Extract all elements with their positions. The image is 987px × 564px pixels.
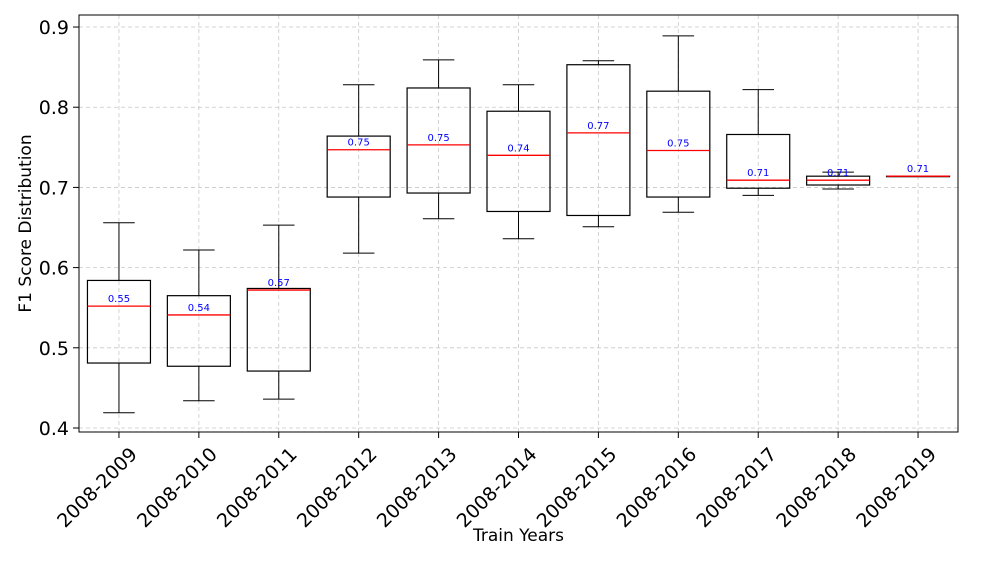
x-tick-label: 2008-2010 [133, 443, 222, 532]
median-value-label: 0.55 [108, 294, 130, 305]
median-value-label: 0.75 [667, 139, 689, 150]
y-tick-label: 0.7 [39, 177, 69, 199]
box-iqr [486, 110, 551, 213]
box-iqr [326, 135, 391, 198]
box-2008-2016: 0.75 [646, 35, 711, 213]
box-iqr [726, 133, 791, 189]
x-tick-label: 2008-2019 [852, 443, 941, 532]
x-tick-label: 2008-2018 [772, 443, 861, 532]
box-iqr [246, 287, 311, 372]
box-iqr [86, 279, 152, 364]
box-2008-2014: 0.74 [486, 84, 551, 240]
x-axis-label: Train Years [472, 526, 564, 546]
box-iqr [406, 87, 471, 194]
box-2008-2013: 0.75 [406, 59, 471, 220]
x-tick-label: 2008-2014 [453, 443, 542, 532]
y-axis: 0.4 0.5 0.6 0.7 0.8 0.9 [39, 17, 79, 440]
median-value-label: 0.71 [747, 168, 769, 179]
y-tick-label: 0.4 [39, 418, 69, 440]
median-value-label: 0.71 [907, 164, 929, 175]
box-2008-2015: 0.77 [566, 60, 631, 228]
box-2008-2012: 0.75 [326, 84, 391, 254]
x-tick-label: 2008-2012 [293, 443, 382, 532]
y-tick-label: 0.9 [39, 17, 69, 39]
y-tick-label: 0.5 [39, 338, 69, 360]
box-iqr [646, 90, 711, 198]
box-2008-2017: 0.71 [726, 89, 791, 196]
median-value-label: 0.75 [348, 138, 370, 149]
box-2008-2018: 0.71 [806, 168, 871, 190]
median-value-label: 0.57 [268, 278, 290, 289]
x-tick-label: 2008-2015 [533, 443, 622, 532]
box-iqr [166, 295, 231, 367]
median-value-label: 0.71 [827, 168, 849, 179]
box-iqr [566, 64, 631, 217]
box-2008-2019: 0.71 [885, 164, 951, 178]
y-tick-label: 0.6 [39, 258, 69, 280]
x-tick-label: 2008-2017 [692, 443, 781, 532]
y-axis-label: F1 Score Distribution [16, 134, 36, 312]
x-tick-label: 2008-2013 [373, 443, 462, 532]
median-value-label: 0.77 [587, 121, 609, 132]
median-value-label: 0.75 [427, 133, 449, 144]
median-value-label: 0.74 [507, 143, 529, 154]
x-tick-label: 2008-2016 [612, 443, 701, 532]
box-2008-2009: 0.55 [86, 222, 152, 414]
x-tick-label: 2008-2011 [213, 443, 302, 532]
median-value-label: 0.54 [188, 303, 210, 314]
box-2008-2010: 0.54 [166, 249, 231, 402]
box-plot-series: 0.55 0.54 0.57 0.75 0.75 0.74 0.77 0.75 0.71 0.71… [86, 35, 951, 414]
y-tick-label: 0.8 [39, 97, 69, 119]
box-2008-2011: 0.57 [246, 224, 311, 400]
x-axis: 2008-20092008-20102008-20112008-20122008… [53, 432, 941, 532]
x-tick-label: 2008-2009 [53, 443, 142, 532]
